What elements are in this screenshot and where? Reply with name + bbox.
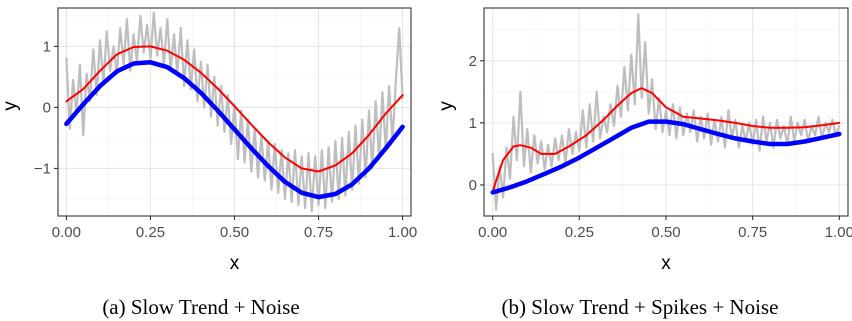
panel-a-trend-series-line bbox=[64, 60, 405, 200]
panel-b: 0.00 0.25 0.50 0.75 1.00 0 1 2 x y (b) Slow Tre… bbox=[436, 7, 852, 319]
panel-b-x-axis-title: x bbox=[661, 253, 671, 274]
panel-a-y-tick-label: 1 bbox=[43, 38, 51, 55]
panel-a-x-tick-label: 0.50 bbox=[220, 224, 249, 241]
panel-b-x-tick-label: 0.00 bbox=[478, 224, 507, 241]
panel-a-y-tick-label: 0 bbox=[43, 99, 51, 116]
panel-b-y-tick-label: 2 bbox=[469, 53, 477, 70]
panel-b-y-tick-label: 0 bbox=[469, 177, 477, 194]
panel-b-x-tick-label: 0.25 bbox=[565, 224, 594, 241]
panel-b-x-tick-label: 0.75 bbox=[738, 224, 767, 241]
panel-b-fit-series-line bbox=[491, 87, 841, 193]
panel-a: 0.00 0.25 0.50 0.75 1.00 −1 0 1 x y (a) Slow Tr… bbox=[0, 7, 417, 319]
panel-b-x-tick-label: 1.00 bbox=[825, 224, 852, 241]
panel-a-x-tick-label: 1.00 bbox=[388, 224, 417, 241]
panel-b-x-tick-label: 0.50 bbox=[651, 224, 680, 241]
panel-a-fit-series-line bbox=[65, 45, 404, 173]
panel-b-caption: (b) Slow Trend + Spikes + Noise bbox=[502, 295, 779, 319]
panel-a-x-tick-label: 0.75 bbox=[304, 224, 333, 241]
panel-b-trend-series-line bbox=[490, 119, 842, 195]
panel-a-y-axis-title: y bbox=[0, 101, 21, 111]
panel-b-y-axis-title: y bbox=[436, 101, 457, 111]
panel-b-noisy-series-line bbox=[491, 13, 841, 211]
panel-a-caption: (a) Slow Trend + Noise bbox=[102, 295, 299, 319]
panel-a-x-tick-label: 0.25 bbox=[136, 224, 165, 241]
panel-a-x-axis-title: x bbox=[230, 253, 240, 274]
panel-a-y-tick-label: −1 bbox=[34, 160, 51, 177]
panel-a-x-tick-label: 0.00 bbox=[52, 224, 81, 241]
panel-b-y-tick-label: 1 bbox=[469, 115, 477, 132]
